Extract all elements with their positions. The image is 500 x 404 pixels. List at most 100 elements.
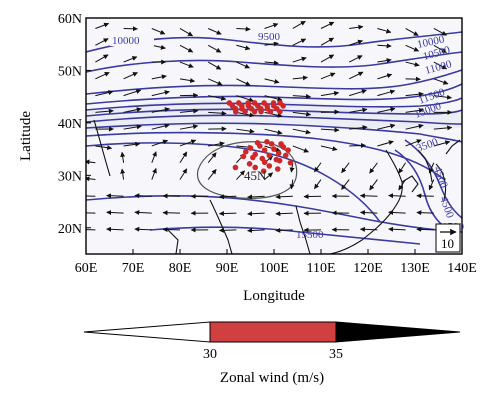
wind-vector xyxy=(207,152,217,164)
station-point xyxy=(251,108,258,115)
wind-vector xyxy=(151,139,169,147)
station-point xyxy=(240,153,247,160)
wind-vector xyxy=(377,107,396,113)
wind-vector xyxy=(134,210,152,216)
wind-vector xyxy=(405,28,419,36)
wind-vector xyxy=(179,108,199,114)
wind-vector xyxy=(320,72,336,80)
y-axis-label: Latitude xyxy=(18,111,34,161)
wind-vector xyxy=(292,111,312,117)
wind-vector xyxy=(275,211,293,217)
colorbar-tick-label: 30 xyxy=(203,347,217,362)
wind-vector xyxy=(247,194,265,200)
wind-vector xyxy=(275,194,293,200)
wind-vector xyxy=(264,111,283,118)
contour-label: 45N xyxy=(244,168,267,183)
wind-vector xyxy=(388,193,406,199)
wind-vector xyxy=(218,227,237,233)
wind-vector xyxy=(264,60,279,66)
wind-vector xyxy=(349,24,364,30)
wind-vector xyxy=(179,78,196,83)
wind-vector xyxy=(207,44,222,53)
station-point xyxy=(261,147,268,153)
station-point xyxy=(275,150,282,157)
wind-vector xyxy=(86,159,96,165)
wind-vector xyxy=(416,193,434,199)
wind-vector xyxy=(314,179,322,190)
wind-vector xyxy=(349,107,368,113)
y-axis-ticks: 20N 30N 40N 50N 60N xyxy=(58,12,91,237)
x-tick-label: 70E xyxy=(122,261,145,276)
wind-vector xyxy=(428,162,435,174)
wind-vector xyxy=(349,143,366,149)
station-points xyxy=(226,100,294,174)
wind-vector xyxy=(388,226,406,232)
wind-vector xyxy=(289,179,295,190)
wind-vector xyxy=(359,193,378,199)
contour-label: 10000 xyxy=(112,35,140,47)
wind-vector xyxy=(179,44,194,53)
station-point xyxy=(258,108,264,115)
wind-vector xyxy=(377,89,396,97)
x-tick-label: 130E xyxy=(400,261,430,276)
station-point xyxy=(274,166,281,172)
wind-vector xyxy=(236,78,251,86)
wind-vector xyxy=(236,61,250,69)
wind-vector xyxy=(134,226,152,232)
colorbar-high-segment xyxy=(335,321,461,343)
x-tick-label: 80E xyxy=(169,261,192,276)
wind-vector xyxy=(95,54,109,63)
y-tick-label: 30N xyxy=(58,169,82,184)
wind-vector xyxy=(207,61,222,70)
colorbar-mid-segment xyxy=(209,321,337,343)
wind-vector xyxy=(398,162,407,174)
station-point xyxy=(254,140,261,146)
wind-vector xyxy=(405,44,420,52)
wind-vector xyxy=(264,95,283,102)
wind-vector xyxy=(349,89,367,97)
wind-vector xyxy=(95,71,110,80)
wind-vector xyxy=(208,95,227,101)
colorbar: 30 35 Zonal wind (m/s) xyxy=(83,321,461,386)
wind-vector xyxy=(341,179,350,190)
wind-vector xyxy=(292,145,309,153)
contour-label: 9500 xyxy=(258,31,281,43)
wind-vector xyxy=(151,44,166,50)
wind-vector xyxy=(433,78,449,85)
wind-vector xyxy=(207,169,217,180)
wind-vector xyxy=(433,125,453,131)
wind-vector xyxy=(416,226,434,232)
wind-vector xyxy=(151,90,170,97)
wind-vector xyxy=(348,71,364,80)
y-tick-label: 40N xyxy=(58,117,82,132)
wind-vector xyxy=(405,123,424,130)
wind-vector xyxy=(377,140,394,147)
wind-vector xyxy=(369,162,378,174)
wind-vector xyxy=(359,210,378,216)
wind-vector xyxy=(433,61,448,70)
wind-vector xyxy=(236,44,251,51)
contour-label: 10000 xyxy=(416,33,446,51)
wind-vector xyxy=(377,123,396,130)
wind-vector xyxy=(123,72,138,80)
station-point xyxy=(266,163,273,169)
wind-vector xyxy=(106,209,124,215)
station-point xyxy=(250,154,256,161)
station-point xyxy=(264,138,270,145)
station-point xyxy=(285,147,291,153)
wind-vector xyxy=(95,38,109,46)
contour-label: 15500 xyxy=(296,229,324,241)
colorbar-tick-label: 35 xyxy=(329,347,343,362)
wind-vector xyxy=(208,110,227,116)
wind-vector xyxy=(405,107,424,113)
wind-vector xyxy=(236,95,255,103)
wind-vector xyxy=(275,227,293,233)
wind-vector xyxy=(208,78,223,86)
wind-vector xyxy=(377,43,392,49)
wind-vector xyxy=(179,124,199,130)
wind-vector xyxy=(320,145,338,152)
station-point xyxy=(277,108,283,115)
coastlines xyxy=(93,119,461,254)
wind-vector xyxy=(123,89,142,97)
x-tick-label: 60E xyxy=(75,261,98,276)
